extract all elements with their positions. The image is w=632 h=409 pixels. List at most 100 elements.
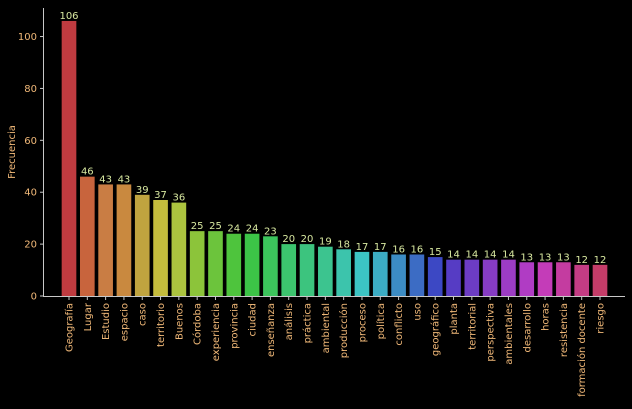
bar — [153, 200, 168, 296]
bar-value-label: 12 — [594, 255, 607, 266]
y-axis-title: Frecuencia — [7, 125, 18, 179]
bar-value-label: 37 — [154, 190, 167, 201]
bar-value-label: 13 — [520, 252, 533, 263]
bar — [336, 249, 351, 296]
x-tick-label: producción — [338, 303, 350, 358]
x-tick-label: resistencia — [559, 303, 570, 357]
x-tick-label: experiencia — [211, 303, 222, 361]
x-tick-label: Córdoba — [192, 303, 204, 345]
x-tick-label: ciudad — [248, 303, 259, 336]
x-tick-label: Estudio — [101, 303, 112, 340]
bar — [226, 233, 242, 296]
y-tick-label: 0 — [31, 292, 37, 303]
x-tick-label: espacio — [119, 303, 130, 341]
bar-value-label: 20 — [282, 234, 295, 245]
bar — [464, 259, 480, 296]
bar — [189, 231, 205, 296]
bar — [592, 264, 608, 296]
bar — [427, 257, 443, 296]
x-tick-label: perspectiva — [486, 303, 497, 362]
bar-value-label: 16 — [411, 244, 424, 255]
bar-value-label: 14 — [502, 250, 515, 261]
bar-value-label: 23 — [264, 226, 277, 237]
x-tick-label: ambiental — [321, 303, 332, 353]
bar-value-label: 14 — [447, 250, 460, 261]
x-tick-label: provincia — [229, 303, 240, 349]
x-tick-label: caso — [138, 303, 149, 326]
x-tick-label: enseñanza — [266, 303, 277, 357]
bar-value-label: 13 — [557, 252, 570, 263]
bar — [372, 251, 388, 296]
bar — [281, 244, 297, 296]
bar-value-label: 24 — [246, 224, 259, 235]
bar — [482, 259, 498, 296]
bar-value-label: 17 — [374, 242, 387, 253]
x-tick-label: Lugar — [83, 302, 94, 331]
x-tick-label: horas — [541, 303, 552, 331]
x-tick-label: conflicto — [394, 303, 405, 346]
x-tick-label: análisis — [283, 303, 295, 340]
bar-value-label: 17 — [356, 242, 369, 253]
bar-value-label: 25 — [209, 221, 222, 232]
x-axis-ticks: Geografía Lugar Estudio espacio caso territor… — [64, 296, 607, 397]
bar — [501, 259, 516, 296]
value-labels-group: 106 46 43 43 39 37 36 25 25 24 24 23 20 20 19 18 17 17 16 1… — [59, 11, 606, 266]
bar — [354, 251, 370, 296]
bar-value-label: 43 — [99, 174, 112, 185]
y-tick-label: 60 — [24, 136, 37, 147]
x-tick-label: uso — [412, 303, 423, 321]
x-tick-label: geográfico — [430, 303, 442, 356]
bar-value-label: 19 — [319, 237, 332, 248]
bar — [391, 254, 406, 296]
y-tick-label: 100 — [18, 32, 37, 43]
y-tick-label: 20 — [24, 240, 37, 251]
x-tick-label: planta — [449, 303, 460, 335]
bar-value-label: 24 — [227, 224, 240, 235]
x-tick-label: política — [375, 303, 387, 339]
x-tick-label: riesgo — [596, 303, 607, 334]
bar — [446, 259, 461, 296]
bar — [208, 231, 223, 296]
bar-value-label: 36 — [172, 193, 185, 204]
x-tick-label: formación docente — [576, 303, 588, 397]
bar — [519, 262, 535, 296]
x-tick-label: desarrollo — [522, 303, 533, 352]
bar — [409, 254, 425, 296]
bar-value-label: 46 — [81, 167, 94, 178]
bar-value-label: 39 — [136, 185, 149, 196]
y-axis-ticks: 0 20 40 60 80 100 — [18, 32, 44, 303]
x-tick-label: práctica — [302, 303, 314, 343]
bar — [299, 244, 315, 296]
bar — [116, 184, 132, 296]
bar — [318, 246, 333, 296]
bar-value-label: 15 — [429, 247, 442, 258]
bar-value-label: 16 — [392, 244, 405, 255]
bar-value-label: 106 — [59, 11, 78, 22]
bar — [556, 262, 571, 296]
bar-value-label: 12 — [575, 255, 588, 266]
bar-value-label: 18 — [337, 239, 350, 250]
bar-value-label: 20 — [301, 234, 314, 245]
bar-value-label: 25 — [191, 221, 204, 232]
bar-value-label: 14 — [484, 250, 497, 261]
bar — [171, 202, 187, 296]
bar — [134, 194, 150, 296]
x-tick-label: Geografía — [64, 303, 76, 352]
bars-group — [61, 20, 608, 296]
bar-value-label: 13 — [539, 252, 552, 263]
y-tick-label: 80 — [24, 84, 37, 95]
bar — [574, 264, 590, 296]
bar — [61, 20, 77, 296]
x-tick-label: ambientales — [504, 303, 515, 365]
bar — [79, 176, 95, 296]
x-tick-label: territorio — [156, 303, 167, 347]
bar — [537, 262, 553, 296]
y-tick-label: 40 — [24, 188, 37, 199]
bar — [98, 184, 113, 296]
x-tick-label: proceso — [357, 303, 368, 342]
bar-value-label: 14 — [465, 250, 478, 261]
bar-value-label: 43 — [118, 174, 131, 185]
bar — [244, 233, 260, 296]
x-tick-label: territorial — [467, 303, 478, 350]
